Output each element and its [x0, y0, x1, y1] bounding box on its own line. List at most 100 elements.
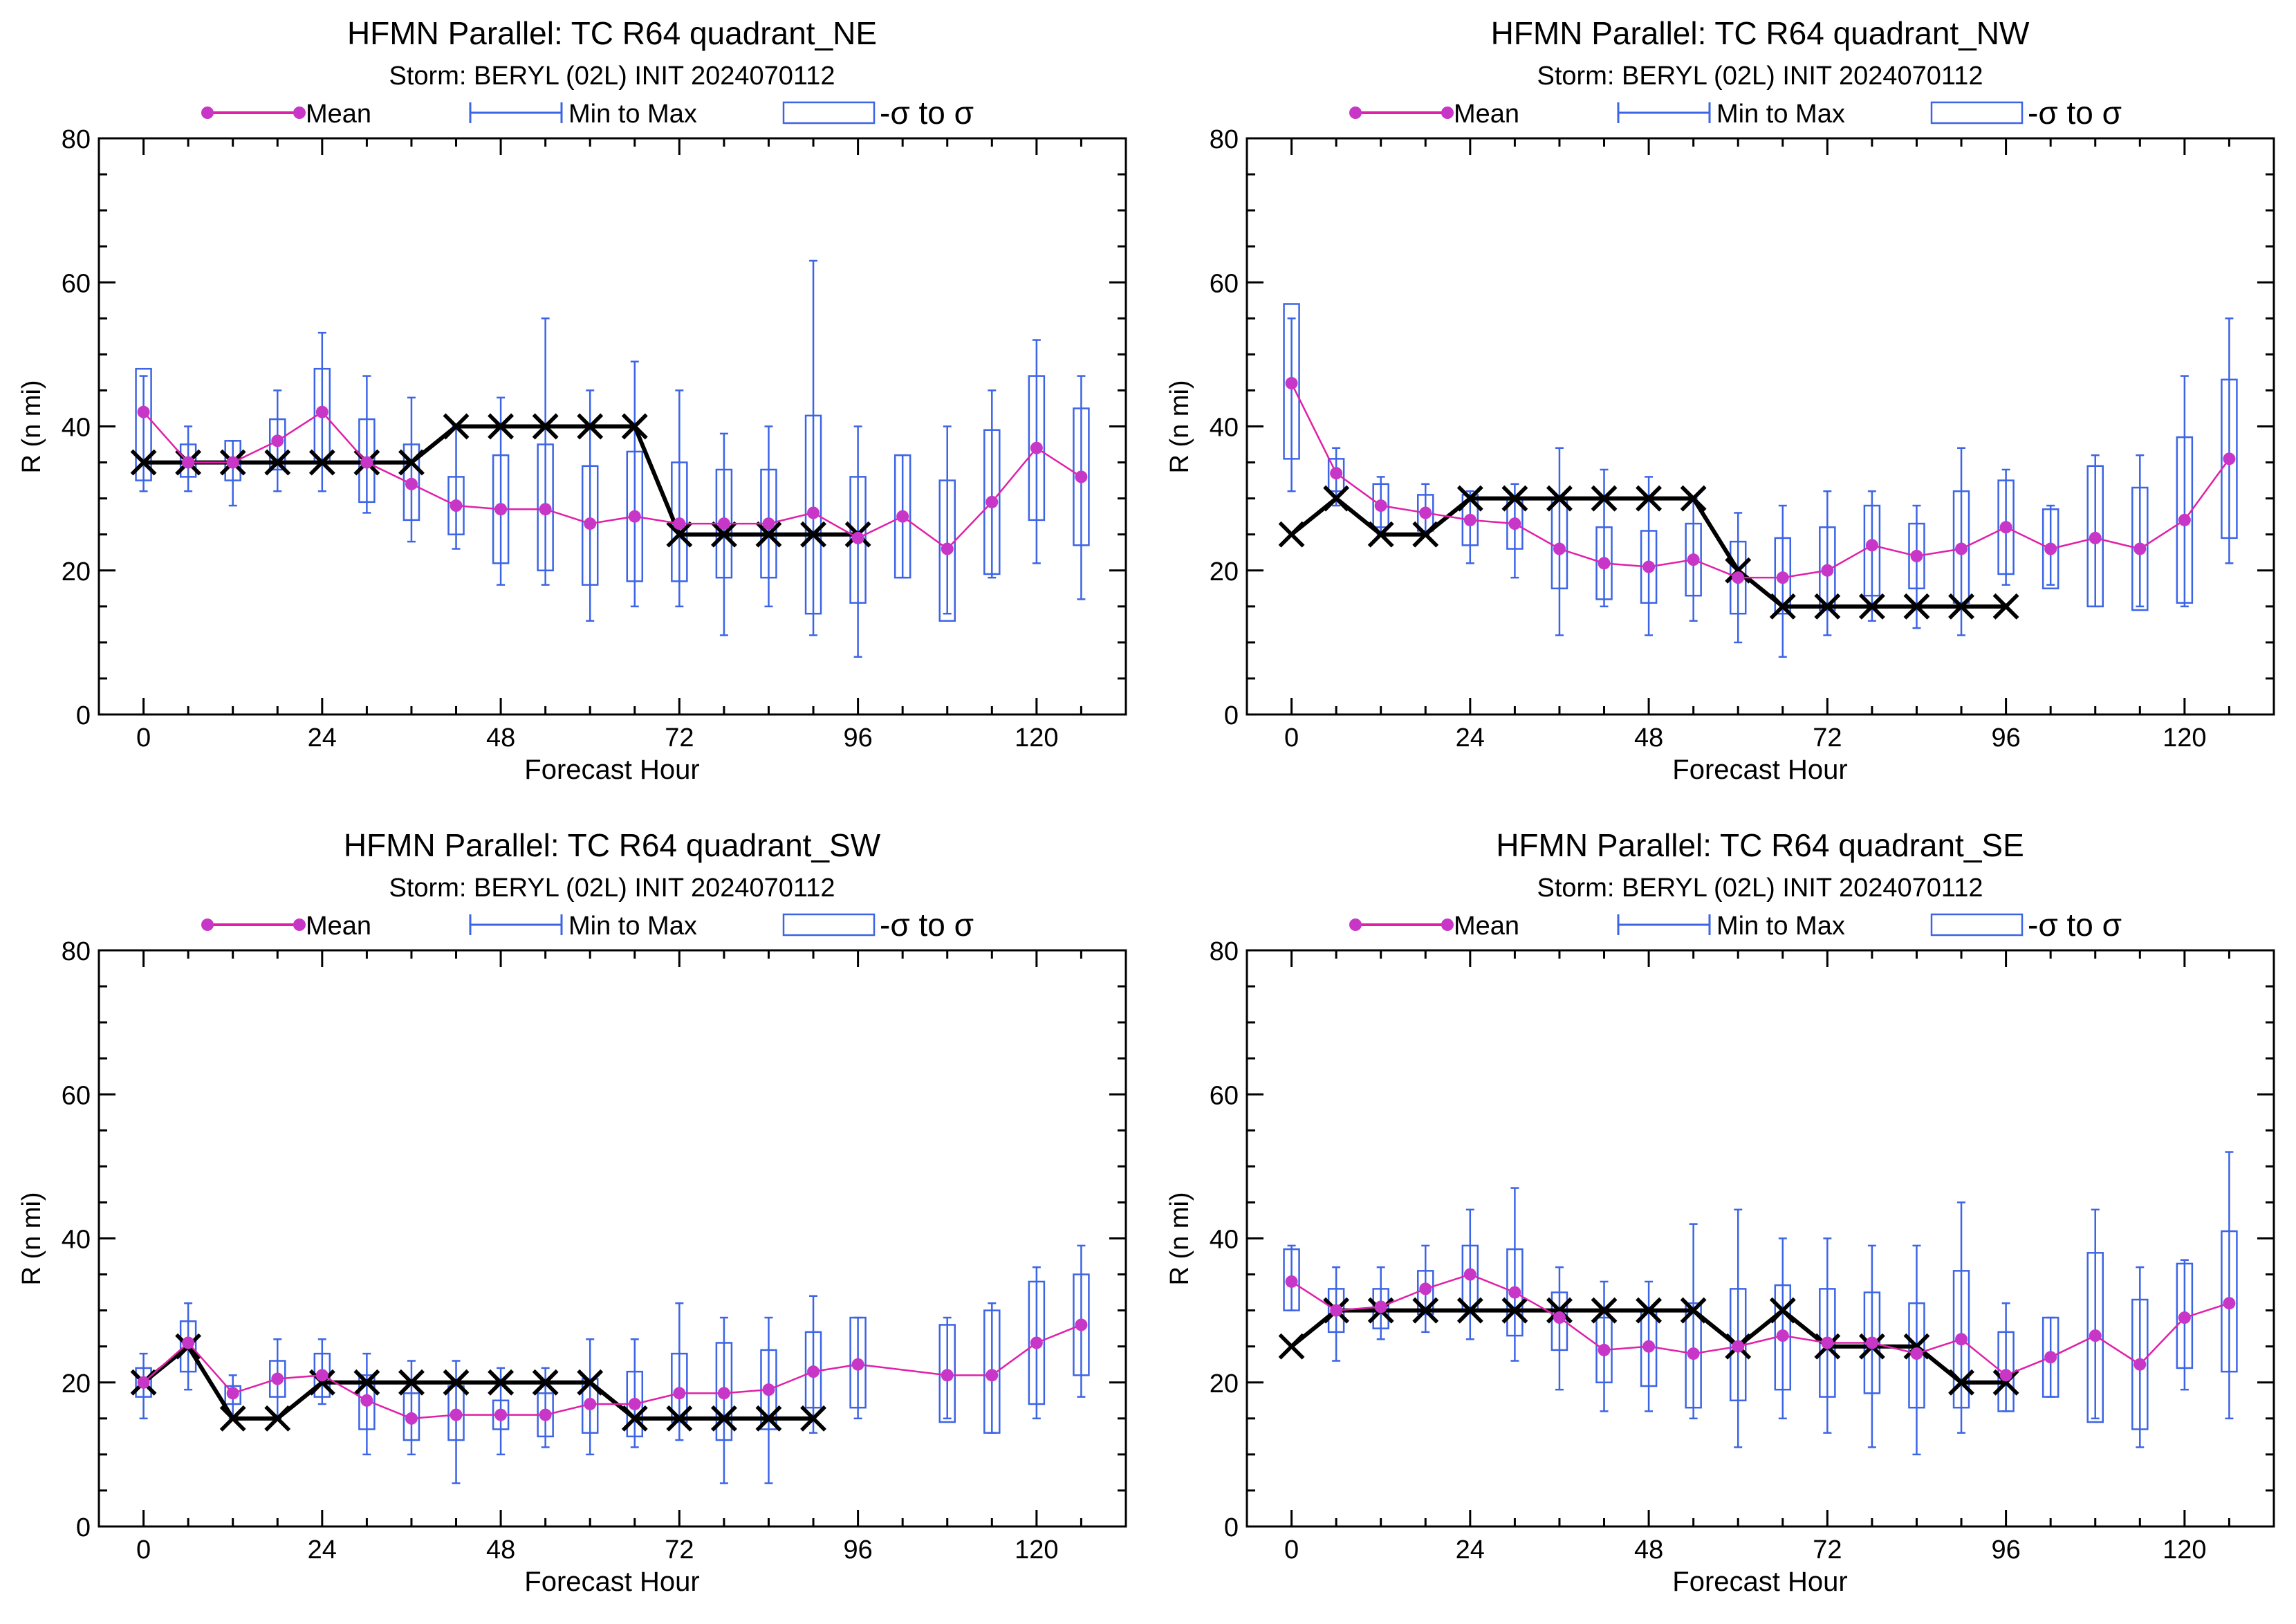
- mean-point: [985, 495, 999, 508]
- x-tick-label: 96: [1991, 723, 2020, 753]
- mean-point: [1865, 1336, 1878, 1349]
- mean-point: [673, 517, 686, 530]
- mean-point: [941, 542, 954, 555]
- observed-marker: [1903, 1333, 1930, 1360]
- legend-sigma-label: -σ to σ: [2028, 95, 2122, 131]
- observed-marker: [1814, 593, 1841, 620]
- mean-point: [271, 1372, 284, 1385]
- observed-marker: [532, 1369, 559, 1396]
- observed-marker: [755, 521, 782, 548]
- mean-line: [1290, 1273, 2230, 1376]
- mean-point: [360, 1394, 373, 1407]
- mean-point: [360, 456, 373, 469]
- mean-point: [1030, 441, 1043, 454]
- box-mark: [626, 360, 644, 608]
- y-tick-label: 40: [1210, 414, 1239, 443]
- chart-title: HFMN Parallel: TC R64 quadrant_NW: [1491, 15, 2030, 51]
- observed-marker: [488, 413, 515, 440]
- sigma-box: [894, 454, 911, 579]
- observed-marker: [443, 1369, 470, 1396]
- mean-point: [1598, 557, 1611, 570]
- y-tick-label: 60: [62, 1081, 91, 1110]
- y-axis-label: R (n mi): [17, 380, 46, 473]
- sigma-box: [983, 429, 1001, 575]
- y-tick-label: 0: [76, 701, 91, 730]
- x-tick-label: 120: [2163, 723, 2206, 753]
- mean-point: [1999, 1369, 2012, 1382]
- sigma-box: [1327, 458, 1345, 492]
- observed-marker: [1636, 485, 1663, 512]
- observed-marker: [1948, 1369, 1974, 1396]
- legend-sigma-label: -σ to σ: [880, 95, 974, 131]
- mean-point: [762, 1383, 775, 1396]
- observed-marker: [1412, 521, 1439, 548]
- y-tick-label: 20: [62, 557, 91, 587]
- sigma-box: [1028, 375, 1046, 522]
- legend-mean-label: Mean: [1454, 100, 1519, 129]
- mean-point: [450, 1408, 463, 1421]
- sigma-box: [537, 443, 554, 571]
- x-axis-label: Forecast Hour: [1672, 1567, 1847, 1597]
- mean-point: [494, 503, 508, 516]
- box-mark: [715, 1316, 733, 1484]
- observed-marker: [1546, 485, 1573, 512]
- chart-panel-1: HFMN Parallel: TC R64 quadrant_NE Storm: …: [17, 15, 1127, 785]
- sigma-box: [1028, 1280, 1046, 1405]
- observed-marker: [1769, 1297, 1796, 1324]
- x-tick-label: 120: [2163, 1535, 2206, 1565]
- box-mark: [402, 396, 420, 543]
- chart-panel-4: HFMN Parallel: TC R64 quadrant_SE Storm: …: [1165, 827, 2275, 1597]
- x-tick-label: 24: [308, 1535, 337, 1565]
- mean-point: [137, 405, 150, 418]
- box-mark: [2176, 1259, 2194, 1391]
- sigma-box: [938, 1324, 956, 1423]
- x-tick-label: 120: [1015, 723, 1058, 753]
- mean-point: [1075, 1318, 1088, 1331]
- mean-point: [2044, 1351, 2057, 1364]
- mean-point: [1999, 521, 2012, 534]
- mean-point: [1910, 549, 1923, 562]
- legend-mean-marker: [293, 919, 306, 931]
- box-mark: [224, 440, 241, 507]
- y-tick-label: 0: [1224, 1513, 1239, 1542]
- observed-marker: [1546, 1297, 1573, 1324]
- x-tick-label: 0: [136, 723, 151, 753]
- observed-marker: [666, 521, 693, 548]
- sigma-box: [1908, 522, 1925, 590]
- sigma-box: [1372, 483, 1389, 528]
- legend-mean-marker: [201, 107, 214, 119]
- legend-mean-marker: [1441, 107, 1454, 119]
- y-tick-label: 0: [1224, 701, 1239, 730]
- observed-marker: [264, 449, 291, 476]
- sigma-box: [2131, 1298, 2149, 1430]
- mean-point: [1642, 560, 1656, 573]
- mean-point: [1687, 1347, 1700, 1360]
- observed-marker: [621, 413, 648, 440]
- box-mark: [1729, 1208, 1747, 1448]
- mean-point: [2223, 1297, 2236, 1310]
- observed-marker: [1591, 1297, 1618, 1324]
- observed-marker: [1680, 1297, 1707, 1324]
- chart-subtitle: Storm: BERYL (02L) INIT 2024070112: [389, 874, 835, 903]
- x-tick-label: 48: [1634, 1535, 1663, 1565]
- box-mark: [2086, 454, 2104, 608]
- mean-point: [2044, 542, 2057, 555]
- box-mark: [1550, 1266, 1568, 1391]
- mean-point: [941, 1369, 954, 1382]
- sigma-box: [1073, 1273, 1090, 1376]
- mean-point: [2178, 513, 2191, 526]
- mean-point: [628, 510, 641, 523]
- box-mark: [1819, 490, 1836, 636]
- box-mark: [2221, 317, 2238, 564]
- legend-mean-marker: [1441, 919, 1454, 931]
- observed-marker: [1323, 485, 1350, 512]
- x-tick-label: 96: [1991, 1535, 2020, 1565]
- mean-point: [2223, 452, 2236, 465]
- observed-marker: [532, 413, 559, 440]
- mean-line: [142, 411, 1082, 551]
- observed-marker: [755, 1405, 782, 1432]
- observed-marker: [398, 1369, 425, 1396]
- mean-point: [1463, 1268, 1476, 1281]
- y-tick-label: 80: [1210, 937, 1239, 966]
- mean-point: [1330, 1304, 1343, 1317]
